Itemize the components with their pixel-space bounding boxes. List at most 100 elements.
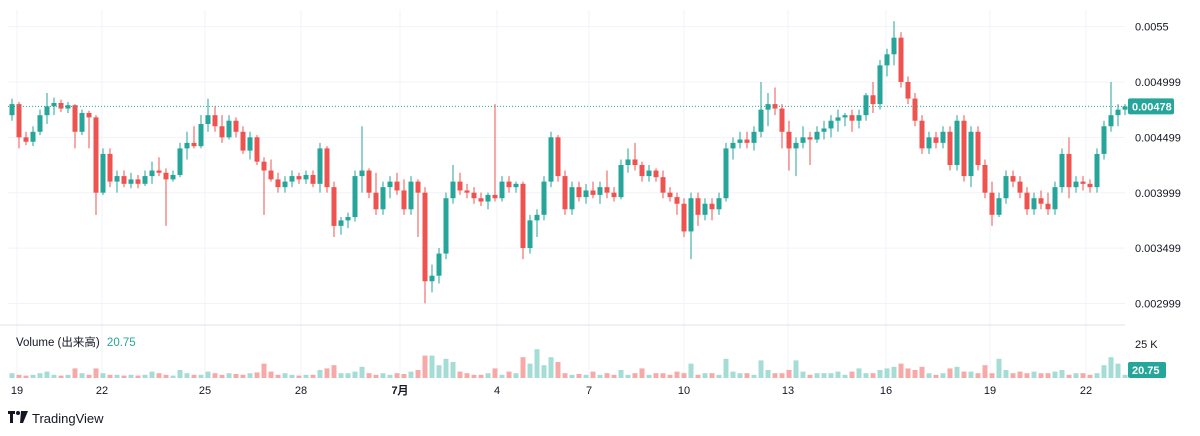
candle [1073, 176, 1079, 193]
candle [555, 135, 561, 182]
volume-bar [1052, 371, 1058, 378]
candle-body [940, 131, 946, 143]
candle-body [646, 170, 652, 177]
volume-bar [471, 374, 477, 378]
candle-body [681, 203, 687, 232]
candle [492, 104, 498, 202]
candle-body [807, 137, 813, 140]
candle-body [471, 192, 477, 199]
candle-body [912, 98, 918, 121]
volume-bar [744, 373, 750, 378]
candle-body [653, 170, 659, 178]
candle [9, 98, 15, 121]
candle-body [996, 198, 1002, 215]
volume-bar [1094, 373, 1100, 378]
volume-bar [807, 374, 813, 378]
volume-bar [51, 374, 57, 378]
candle [814, 126, 820, 143]
candle-body [450, 181, 456, 199]
candle [968, 126, 974, 188]
candle [940, 126, 946, 149]
candle [548, 131, 554, 188]
volume-bar [597, 374, 603, 378]
candle [1059, 148, 1065, 193]
volume-bar [401, 374, 407, 378]
candle [933, 131, 939, 149]
candle [387, 176, 393, 199]
time-tick-label: 19 [11, 385, 23, 397]
candle [1003, 170, 1009, 204]
volume-bar [1031, 371, 1037, 378]
candle-body [835, 117, 841, 121]
candle [604, 170, 610, 199]
volume-bar [191, 374, 197, 378]
candle [240, 126, 246, 154]
candle [37, 109, 43, 136]
tradingview-logo[interactable]: TradingView [8, 411, 104, 426]
candle-body [16, 104, 22, 138]
candle [324, 146, 330, 193]
volume-bar [331, 365, 337, 378]
volume-bar [163, 374, 169, 378]
candle [1115, 104, 1121, 127]
volume-bar [289, 374, 295, 378]
volume-bar [576, 374, 582, 378]
candle-body [674, 197, 680, 204]
candle [800, 126, 806, 149]
candle [639, 161, 645, 182]
candle-body [1066, 153, 1072, 188]
candle [982, 159, 988, 199]
price-tick-label: 0.0055 [1135, 22, 1169, 34]
tradingview-logo-text: TradingView [32, 411, 104, 426]
candle [380, 181, 386, 215]
candle-body [142, 176, 148, 184]
candle [1024, 187, 1030, 215]
candle-body [576, 187, 582, 198]
candle [618, 159, 624, 200]
volume-legend-label: Volume (出来高) [16, 337, 100, 349]
candle [219, 115, 225, 143]
candle-body [65, 105, 71, 109]
candle [562, 170, 568, 215]
volume-bar [1010, 373, 1016, 378]
candle [268, 159, 274, 182]
candle [142, 170, 148, 187]
candle [1066, 137, 1072, 199]
candle [16, 101, 22, 149]
candle-body [989, 192, 995, 215]
volume-bar [800, 371, 806, 378]
candle-body [527, 220, 533, 249]
candle [744, 131, 750, 149]
candle-body [541, 181, 547, 215]
volume-bar [793, 360, 799, 378]
volume-bar [646, 374, 652, 378]
candle-body [135, 179, 141, 184]
candle [926, 131, 932, 154]
volume-bar [632, 373, 638, 378]
candle-body [870, 95, 876, 105]
candle-body [723, 148, 729, 199]
candle-body [604, 187, 610, 193]
price-tick-label: 0.004999 [1135, 77, 1181, 89]
volume-bar [492, 368, 498, 378]
volume-axis-tick: 25 K [1135, 339, 1158, 351]
volume-bar [779, 373, 785, 378]
candle [65, 101, 71, 113]
candle-body [324, 148, 330, 188]
volume-bar [828, 373, 834, 378]
candle-body [401, 190, 407, 210]
candle-body [947, 131, 953, 165]
candle-body [1038, 198, 1044, 204]
volume-bar [849, 371, 855, 378]
candle-body [240, 131, 246, 151]
time-axis: 19 22 25 28 7月 4 7 10 13 16 19 22 [11, 384, 1092, 397]
volume-bar [723, 358, 729, 378]
candle [254, 135, 260, 165]
candle [415, 179, 421, 237]
volume-bar [562, 373, 568, 378]
candle-body [100, 153, 106, 193]
candle-body [86, 112, 92, 118]
candle-body [758, 109, 764, 132]
candle [1108, 81, 1114, 132]
